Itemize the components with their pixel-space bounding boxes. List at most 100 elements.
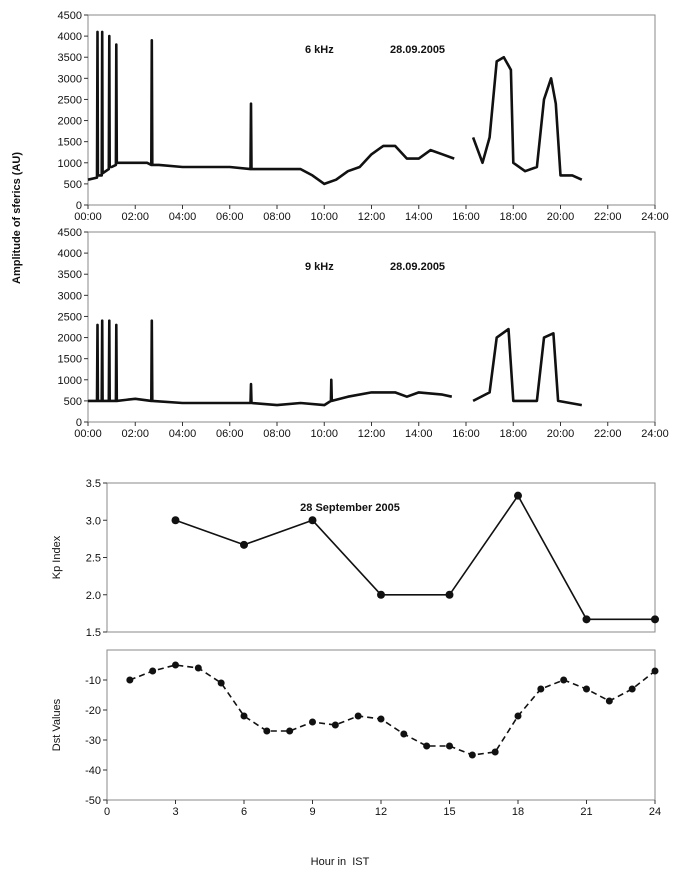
x-tick-label: 12:00 [358,428,386,440]
y-tick-label: 4000 [58,31,82,43]
data-point [446,742,453,750]
y-tick-label: -40 [85,765,101,777]
y-tick-label: -10 [85,675,101,687]
y-tick-label: -30 [85,735,101,747]
x-tick-label: 12:00 [358,211,386,223]
data-point [309,718,316,726]
x-tick-label: 9 [309,806,315,818]
data-point [263,727,271,735]
x-tick-label: 15 [443,806,455,818]
y-axis-label: Dst Values [51,698,63,751]
x-tick-label: 06:00 [216,428,244,440]
annotation: 28.09.2005 [390,261,445,273]
data-point [468,751,476,759]
data-point [537,685,545,693]
x-axis-label: Hour in IST [311,856,370,868]
data-point [628,685,636,693]
y-tick-label: 500 [64,396,82,408]
data-point [377,715,385,723]
y-tick-label: 1000 [58,375,82,387]
data-point [445,590,454,599]
plot-frame [106,649,656,801]
y-tick-label: 3500 [58,269,82,281]
x-tick-label: 10:00 [310,211,338,223]
y-tick-label: 1500 [58,354,82,366]
data-line [175,494,655,621]
data-point [217,679,225,687]
data-point [240,712,248,720]
x-tick-label: 24:00 [641,428,669,440]
data-point [423,742,431,750]
y-tick-label: 4500 [58,10,82,22]
data-point [149,667,157,675]
data-point [354,712,362,720]
x-tick-label: 02:00 [121,428,149,440]
x-tick-label: 14:00 [405,428,433,440]
x-tick-label: 6 [241,806,247,818]
x-tick-label: 10:00 [310,428,338,440]
x-tick-label: 08:00 [263,211,291,223]
data-line [88,319,583,407]
data-point [194,664,202,672]
x-tick-label: 20:00 [547,428,575,440]
x-tick-label: 04:00 [169,428,197,440]
data-point [514,491,522,500]
y-tick-label: 1500 [58,137,82,149]
y-tick-label: 2.5 [86,553,101,565]
data-point [651,615,659,624]
y-tick-label: 3000 [58,73,82,85]
y-tick-label: 3.0 [86,515,101,527]
data-point [582,615,591,624]
x-tick-label: 18:00 [499,428,527,440]
y-tick-label: 1000 [58,158,82,170]
x-tick-label: 04:00 [169,211,197,223]
y-tick-label: 4500 [58,227,82,239]
data-point [514,712,522,720]
x-tick-label: 24:00 [641,211,669,223]
data-line [129,664,656,756]
x-tick-label: 08:00 [263,428,291,440]
y-tick-label: 3000 [58,290,82,302]
data-point [377,590,385,599]
y-tick-label: 0 [76,200,82,212]
x-tick-label: 18:00 [499,211,527,223]
x-tick-label: 00:00 [74,428,102,440]
annotation: 28.09.2005 [390,44,445,56]
y-tick-label: 3500 [58,52,82,64]
data-point [400,730,408,738]
y-tick-label: 2000 [58,333,82,345]
x-tick-label: 20:00 [547,211,575,223]
data-point [286,727,294,735]
y-tick-label: -50 [85,795,101,807]
annotation: 6 kHz [305,44,334,56]
data-point [308,516,317,525]
y-tick-label: 2.0 [86,590,101,602]
x-tick-label: 16:00 [452,428,480,440]
data-point [240,540,248,549]
x-tick-label: 22:00 [594,428,622,440]
x-tick-label: 22:00 [594,211,622,223]
y-axis-label: Kp Index [51,535,63,579]
chart-title: 28 September 2005 [300,502,400,514]
data-point [605,697,613,705]
y-tick-label: 1.5 [86,627,101,639]
y-tick-label: -20 [85,705,101,717]
x-tick-label: 3 [172,806,178,818]
y-tick-label: 3.5 [86,478,101,490]
y-axis-label: Amplitude of sferics (AU) [11,152,23,284]
x-tick-label: 14:00 [405,211,433,223]
x-tick-label: 12 [375,806,387,818]
x-tick-label: 00:00 [74,211,102,223]
x-tick-label: 18 [512,806,524,818]
x-tick-label: 24 [649,806,661,818]
data-point [171,516,180,525]
data-point [331,721,339,729]
data-point [583,685,590,693]
x-tick-label: 21 [580,806,592,818]
y-tick-label: 2500 [58,94,82,106]
y-tick-label: 0 [76,417,82,429]
y-tick-label: 500 [64,179,82,191]
x-tick-label: 0 [104,806,110,818]
data-point [560,676,568,684]
y-tick-label: 2500 [58,311,82,323]
